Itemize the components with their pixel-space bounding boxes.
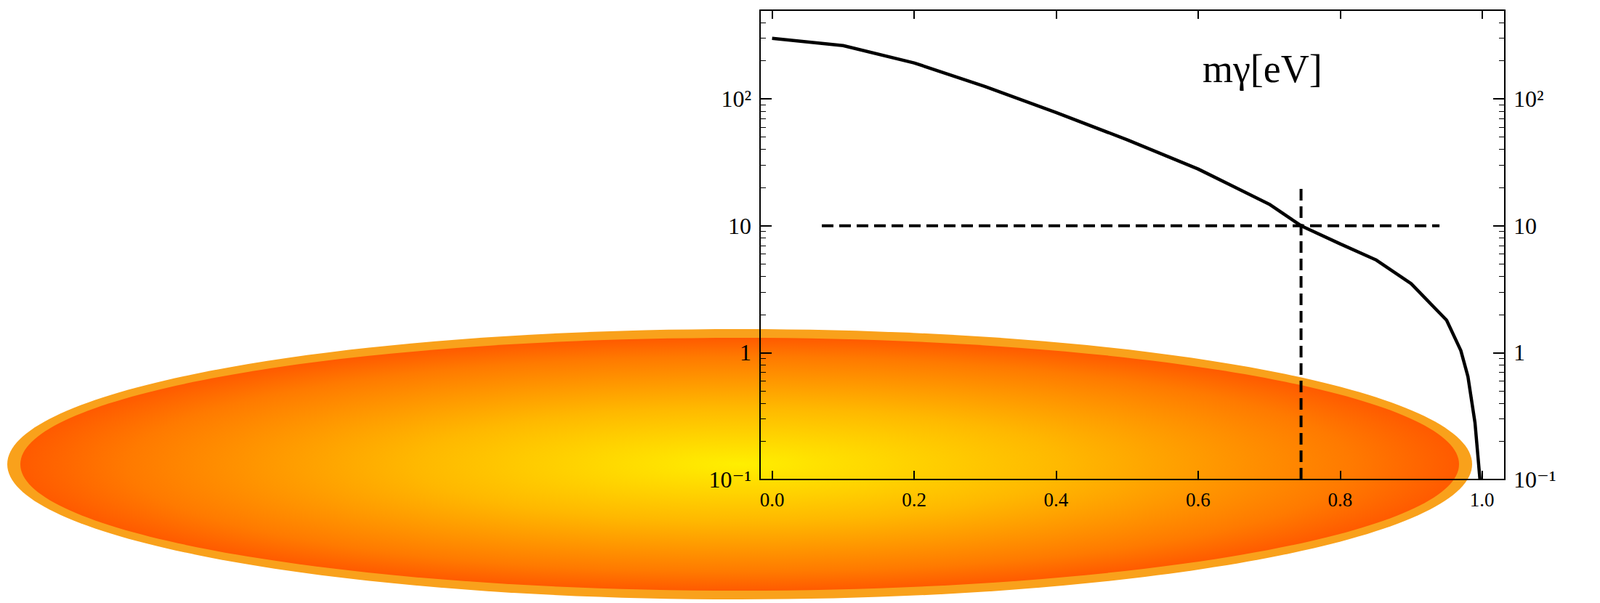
svg-text:10: 10 [1513,212,1537,240]
svg-text:0.4: 0.4 [1044,489,1069,511]
svg-text:10: 10 [728,212,752,240]
svg-text:mγ[eV]: mγ[eV] [1202,47,1323,91]
svg-text:1: 1 [1513,339,1526,366]
svg-text:10⁻¹: 10⁻¹ [709,466,752,493]
svg-text:0.2: 0.2 [901,489,927,511]
svg-text:0.0: 0.0 [760,489,785,511]
svg-text:0.8: 0.8 [1327,489,1353,511]
svg-text:1.0: 1.0 [1469,489,1495,511]
svg-text:0.6: 0.6 [1185,489,1211,511]
svg-text:10²: 10² [1513,85,1545,112]
svg-text:10²: 10² [720,85,752,112]
svg-text:10⁻¹: 10⁻¹ [1513,466,1556,493]
svg-text:1: 1 [739,339,752,366]
